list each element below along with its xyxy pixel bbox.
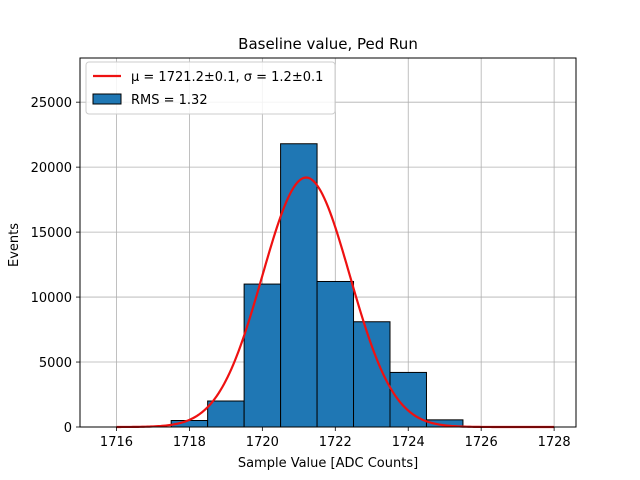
histogram-bar: [243, 283, 282, 428]
histogram-bars: [170, 143, 464, 428]
legend: μ = 1721.2±0.1, σ = 1.2±0.1 RMS = 1.32: [85, 61, 336, 115]
histogram-bar: [316, 280, 355, 428]
y-tick-label: 10000: [31, 291, 72, 306]
y-tick-label: 25000: [31, 96, 72, 111]
plot-frame: [79, 57, 577, 428]
y-axis-label: Events: [7, 223, 22, 267]
y-tick-label: 5000: [39, 356, 72, 371]
x-tick-label: 1722: [319, 435, 352, 450]
y-tick-label: 15000: [31, 226, 72, 241]
x-axis-ticks: 1716 1718 1720 1722 1724 1726 1728: [100, 427, 571, 450]
x-tick-label: 1724: [392, 435, 425, 450]
legend-fit-label: μ = 1721.2±0.1, σ = 1.2±0.1: [131, 70, 323, 85]
legend-histogram-swatch: [92, 93, 122, 105]
x-tick-label: 1716: [100, 435, 133, 450]
histogram-bar: [207, 400, 245, 428]
x-tick-label: 1720: [246, 435, 279, 450]
histogram-bar: [280, 143, 318, 428]
y-tick-label: 20000: [31, 161, 72, 176]
y-axis-ticks: 0 5000 10000 15000 20000 25000: [31, 96, 80, 436]
y-tick-label: 0: [64, 421, 72, 436]
legend-histogram-label: RMS = 1.32: [131, 93, 208, 108]
chart-title: Baseline value, Ped Run: [238, 35, 418, 53]
x-tick-label: 1726: [465, 435, 498, 450]
x-axis-label: Sample Value [ADC Counts]: [238, 456, 418, 471]
legend-box: [85, 61, 336, 115]
x-tick-label: 1728: [538, 435, 571, 450]
x-tick-label: 1718: [173, 435, 206, 450]
